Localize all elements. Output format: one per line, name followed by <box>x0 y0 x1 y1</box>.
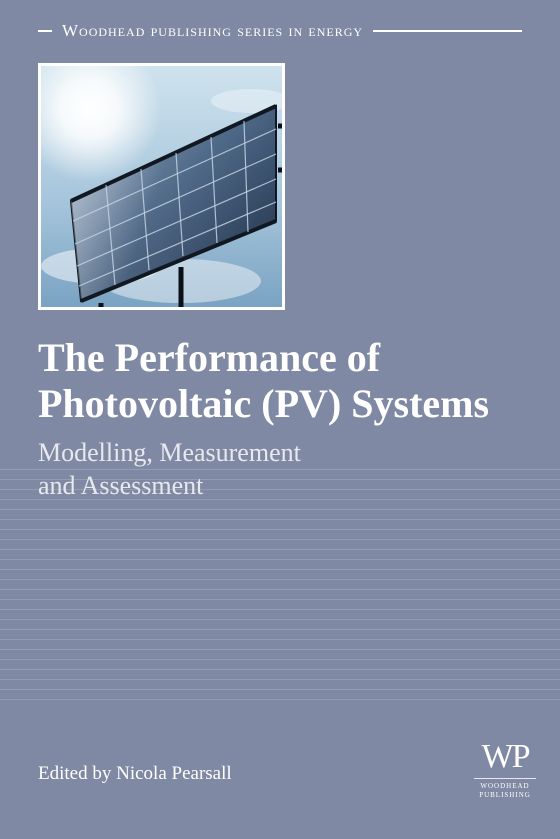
cover-image <box>38 63 285 310</box>
title-line-1: The Performance of <box>38 335 380 380</box>
publisher-initials: WP <box>474 740 536 779</box>
book-subtitle: Modelling, Measurement and Assessment <box>38 437 530 502</box>
publisher-name-2: PUBLISHING <box>474 791 536 799</box>
subtitle-line-2: and Assessment <box>38 471 203 500</box>
editor-credit: Edited by Nicola Pearsall <box>38 763 232 785</box>
subtitle-line-1: Modelling, Measurement <box>38 438 301 467</box>
series-banner: Woodhead publishing series in energy <box>38 21 522 41</box>
publisher-logo: WP WOODHEAD PUBLISHING <box>474 740 536 799</box>
rule-left <box>38 30 52 32</box>
title-block: The Performance of Photovoltaic (PV) Sys… <box>38 335 530 502</box>
publisher-name-1: WOODHEAD <box>474 782 536 790</box>
solar-panel-illustration <box>41 66 282 307</box>
editor-name: Nicola Pearsall <box>116 763 232 784</box>
background-pinstripes <box>0 469 560 704</box>
rule-right <box>373 30 522 32</box>
book-title: The Performance of Photovoltaic (PV) Sys… <box>38 335 530 427</box>
series-label: Woodhead publishing series in energy <box>62 21 363 41</box>
editor-prefix: Edited by <box>38 763 116 784</box>
title-line-2: Photovoltaic (PV) Systems <box>38 381 489 426</box>
